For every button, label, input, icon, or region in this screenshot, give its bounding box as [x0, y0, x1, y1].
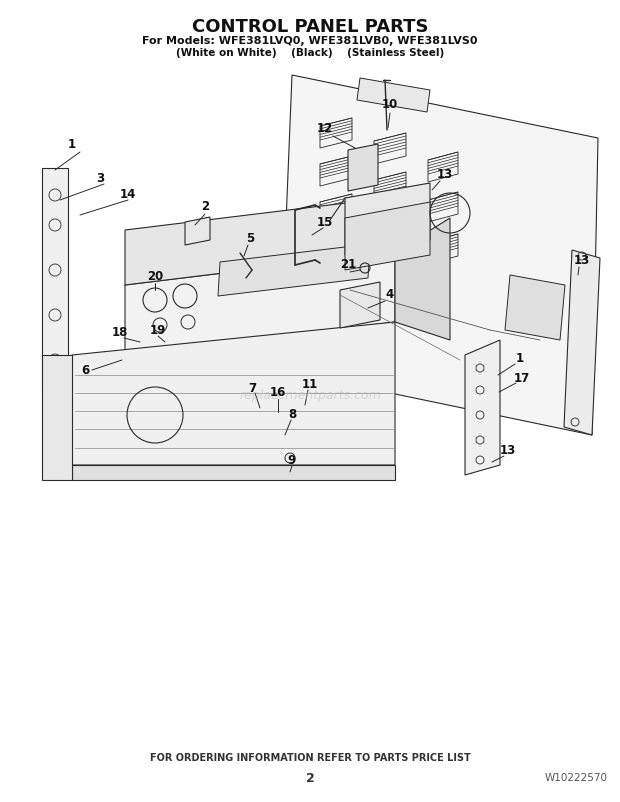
Text: 16: 16: [270, 387, 286, 399]
Polygon shape: [72, 465, 395, 480]
Text: W10222570: W10222570: [545, 773, 608, 783]
Text: 10: 10: [382, 99, 398, 111]
Text: 20: 20: [147, 270, 163, 283]
Polygon shape: [505, 275, 565, 340]
Text: 3: 3: [96, 172, 104, 184]
Text: replacementparts.com: replacementparts.com: [239, 388, 381, 402]
Text: 9: 9: [288, 453, 296, 467]
Text: 5: 5: [246, 232, 254, 245]
Text: 13: 13: [437, 168, 453, 181]
Polygon shape: [564, 250, 600, 435]
Polygon shape: [345, 202, 430, 270]
Text: 19: 19: [150, 323, 166, 337]
Text: 1: 1: [516, 351, 524, 364]
Polygon shape: [185, 217, 210, 245]
Text: 1: 1: [68, 139, 76, 152]
Text: 6: 6: [81, 363, 89, 376]
Text: 12: 12: [317, 121, 333, 135]
Text: 21: 21: [340, 258, 356, 272]
Polygon shape: [218, 244, 370, 296]
Polygon shape: [465, 340, 500, 475]
Polygon shape: [125, 252, 395, 355]
Text: 13: 13: [574, 253, 590, 266]
Text: FOR ORDERING INFORMATION REFER TO PARTS PRICE LIST: FOR ORDERING INFORMATION REFER TO PARTS …: [149, 753, 471, 763]
Text: 14: 14: [120, 188, 136, 200]
Polygon shape: [340, 282, 380, 328]
Text: 13: 13: [500, 444, 516, 456]
Text: For Models: WFE381LVQ0, WFE381LVB0, WFE381LVS0: For Models: WFE381LVQ0, WFE381LVB0, WFE3…: [142, 36, 478, 46]
Polygon shape: [125, 197, 395, 285]
Text: CONTROL PANEL PARTS: CONTROL PANEL PARTS: [192, 18, 428, 36]
Polygon shape: [357, 78, 430, 112]
Text: (White on White)    (Black)    (Stainless Steel): (White on White) (Black) (Stainless Stee…: [176, 48, 444, 58]
Text: 8: 8: [288, 408, 296, 422]
Polygon shape: [72, 322, 395, 465]
Text: 7: 7: [248, 382, 256, 395]
Text: 18: 18: [112, 326, 128, 339]
Polygon shape: [42, 355, 72, 480]
Text: 2: 2: [201, 200, 209, 213]
Text: 15: 15: [317, 216, 333, 229]
Polygon shape: [348, 144, 378, 191]
Text: 11: 11: [302, 378, 318, 391]
Text: 4: 4: [386, 289, 394, 302]
Text: 17: 17: [514, 371, 530, 384]
Polygon shape: [42, 168, 68, 390]
Polygon shape: [395, 218, 450, 340]
Polygon shape: [345, 183, 430, 255]
Text: 2: 2: [306, 772, 314, 784]
Polygon shape: [280, 75, 598, 435]
